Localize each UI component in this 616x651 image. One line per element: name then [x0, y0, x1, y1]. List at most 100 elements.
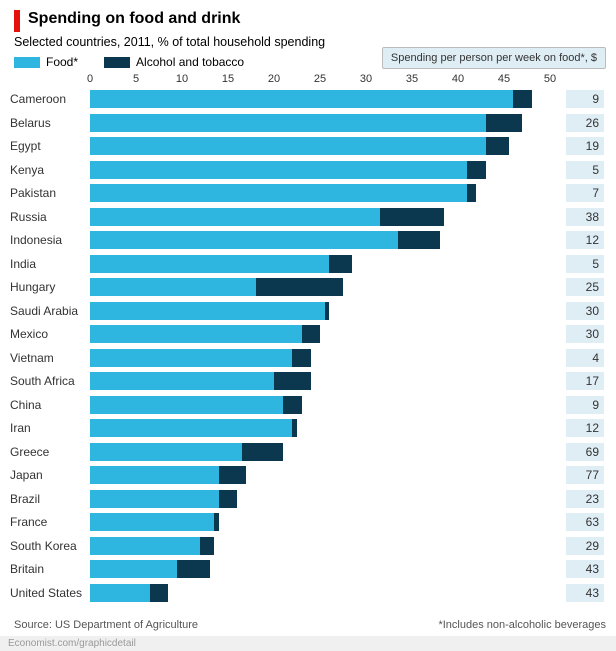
- chart-row: Saudi Arabia30: [90, 302, 550, 320]
- bar-alcohol: [398, 231, 439, 249]
- chart-row: Mexico30: [90, 325, 550, 343]
- bar-alcohol: [292, 419, 297, 437]
- country-label: Japan: [10, 466, 86, 484]
- chart-area: 05101520253035404550Cameroon9Belarus26Eg…: [90, 90, 550, 608]
- chart-row: Vietnam4: [90, 349, 550, 367]
- bar-food: [90, 90, 513, 108]
- country-label: France: [10, 513, 86, 531]
- bar-alcohol: [242, 443, 283, 461]
- country-label: Vietnam: [10, 349, 86, 367]
- title-accent-bar: [14, 10, 20, 32]
- chart-row: China9: [90, 396, 550, 414]
- legend-swatch-alcohol: [104, 57, 130, 68]
- bar-food: [90, 161, 467, 179]
- bar-food: [90, 443, 242, 461]
- chart-title: Spending on food and drink: [28, 10, 240, 28]
- bar-food: [90, 325, 302, 343]
- bar-alcohol: [177, 560, 209, 578]
- country-label: Greece: [10, 443, 86, 461]
- bar-alcohol: [150, 584, 168, 602]
- bar-food: [90, 349, 292, 367]
- spend-value: 25: [566, 278, 604, 296]
- country-label: Belarus: [10, 114, 86, 132]
- spend-value: 19: [566, 137, 604, 155]
- legend-label-alcohol: Alcohol and tobacco: [136, 55, 244, 69]
- bar-food: [90, 560, 177, 578]
- chart-row: India5: [90, 255, 550, 273]
- spend-value: 5: [566, 255, 604, 273]
- axis-tick-label: 50: [544, 73, 556, 85]
- bar-alcohol: [329, 255, 352, 273]
- axis-tick-label: 45: [498, 73, 510, 85]
- spend-value: 63: [566, 513, 604, 531]
- chart-row: United States43: [90, 584, 550, 602]
- axis-tick-label: 0: [87, 73, 93, 85]
- bar-food: [90, 537, 200, 555]
- bar-food: [90, 372, 274, 390]
- spend-value: 12: [566, 419, 604, 437]
- country-label: South Korea: [10, 537, 86, 555]
- bar-alcohol: [380, 208, 444, 226]
- bar-alcohol: [467, 184, 476, 202]
- bar-food: [90, 419, 292, 437]
- country-label: Brazil: [10, 490, 86, 508]
- gridline: [550, 90, 551, 608]
- country-label: Russia: [10, 208, 86, 226]
- chart-row: Japan77: [90, 466, 550, 484]
- bar-alcohol: [214, 513, 219, 531]
- chart-row: Kenya5: [90, 161, 550, 179]
- chart-row: South Africa17: [90, 372, 550, 390]
- bar-alcohol: [256, 278, 343, 296]
- axis-tick-label: 20: [268, 73, 280, 85]
- axis-tick-label: 40: [452, 73, 464, 85]
- chart-row: Britain43: [90, 560, 550, 578]
- spend-value: 30: [566, 325, 604, 343]
- country-label: Saudi Arabia: [10, 302, 86, 320]
- bar-alcohol: [274, 372, 311, 390]
- bar-alcohol: [292, 349, 310, 367]
- bar-food: [90, 490, 219, 508]
- bar-food: [90, 184, 467, 202]
- chart-row: Belarus26: [90, 114, 550, 132]
- legend: Food* Alcohol and tobacco: [14, 55, 244, 69]
- footnote-text: *Includes non-alcoholic beverages: [438, 619, 606, 631]
- legend-swatch-food: [14, 57, 40, 68]
- bar-food: [90, 584, 150, 602]
- country-label: Mexico: [10, 325, 86, 343]
- spend-value: 12: [566, 231, 604, 249]
- legend-label-food: Food*: [46, 55, 78, 69]
- axis-tick-label: 10: [176, 73, 188, 85]
- spend-value: 69: [566, 443, 604, 461]
- bar-alcohol: [219, 490, 237, 508]
- spend-value: 43: [566, 584, 604, 602]
- chart-row: France63: [90, 513, 550, 531]
- country-label: India: [10, 255, 86, 273]
- spend-value: 4: [566, 349, 604, 367]
- spend-value: 23: [566, 490, 604, 508]
- chart-row: Russia38: [90, 208, 550, 226]
- bar-alcohol: [302, 325, 320, 343]
- bar-food: [90, 396, 283, 414]
- chart-row: Indonesia12: [90, 231, 550, 249]
- source-text: Source: US Department of Agriculture: [14, 619, 198, 631]
- bar-food: [90, 278, 256, 296]
- country-label: Pakistan: [10, 184, 86, 202]
- spend-value: 30: [566, 302, 604, 320]
- bar-food: [90, 208, 380, 226]
- bar-alcohol: [283, 396, 301, 414]
- spend-value: 29: [566, 537, 604, 555]
- chart-row: Iran12: [90, 419, 550, 437]
- spend-value: 38: [566, 208, 604, 226]
- bar-food: [90, 231, 398, 249]
- bar-food: [90, 114, 486, 132]
- country-label: Britain: [10, 560, 86, 578]
- country-label: Cameroon: [10, 90, 86, 108]
- spend-value: 77: [566, 466, 604, 484]
- bar-food: [90, 302, 325, 320]
- spend-value: 5: [566, 161, 604, 179]
- bar-alcohol: [219, 466, 247, 484]
- chart-row: South Korea29: [90, 537, 550, 555]
- country-label: Hungary: [10, 278, 86, 296]
- country-label: United States: [10, 584, 86, 602]
- country-label: Iran: [10, 419, 86, 437]
